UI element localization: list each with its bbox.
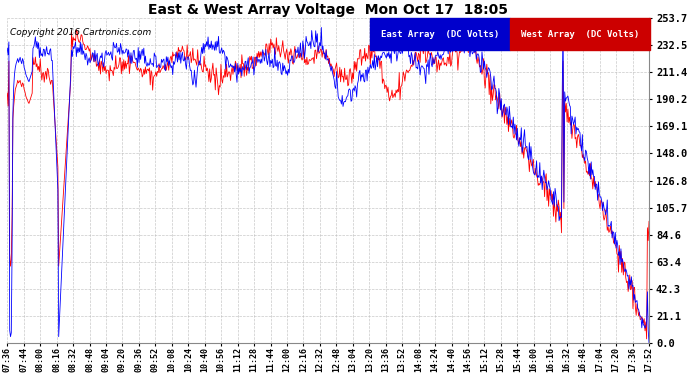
Text: East Array  (DC Volts): East Array (DC Volts) bbox=[381, 30, 499, 39]
Text: Copyright 2016 Cartronics.com: Copyright 2016 Cartronics.com bbox=[10, 28, 152, 37]
Title: East & West Array Voltage  Mon Oct 17  18:05: East & West Array Voltage Mon Oct 17 18:… bbox=[148, 3, 508, 17]
Bar bbox=[370, 18, 510, 51]
Bar bbox=[510, 18, 650, 51]
Text: West Array  (DC Volts): West Array (DC Volts) bbox=[520, 30, 639, 39]
